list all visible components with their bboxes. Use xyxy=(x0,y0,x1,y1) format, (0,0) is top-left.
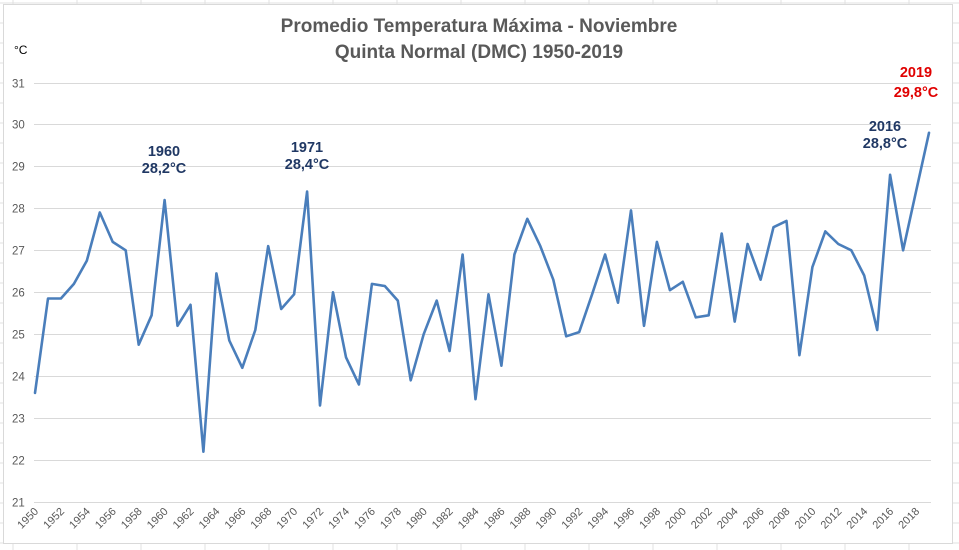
x-tick-label: 1968 xyxy=(249,506,275,532)
x-tick-label: 2000 xyxy=(663,506,689,532)
x-tick-label: 2008 xyxy=(767,506,793,532)
y-tick-label: 21 xyxy=(12,498,25,510)
y-tick-label: 27 xyxy=(12,246,25,258)
x-tick-label: 2014 xyxy=(845,506,871,532)
x-tick-label: 1986 xyxy=(482,506,508,532)
y-tick-label: 23 xyxy=(12,414,25,426)
x-tick-label: 1962 xyxy=(171,506,197,532)
x-tick-label: 1978 xyxy=(378,506,404,532)
y-tick-label: 22 xyxy=(12,456,25,468)
x-tick-label: 1988 xyxy=(508,506,534,532)
y-tick-label: 24 xyxy=(12,372,25,384)
x-tick-label: 2010 xyxy=(793,506,819,532)
y-axis-ticks: 21 22 23 24 25 26 27 28 29 30 31 xyxy=(12,79,25,510)
annotation-1971-value: 28,4°C xyxy=(285,157,330,173)
x-tick-label: 1954 xyxy=(67,506,93,532)
x-tick-label: 1966 xyxy=(223,506,249,532)
y-axis-unit-label: °C xyxy=(14,43,28,57)
x-tick-label: 1984 xyxy=(456,506,482,532)
chart-subtitle: Quinta Normal (DMC) 1950-2019 xyxy=(335,42,623,63)
y-tick-label: 25 xyxy=(12,330,25,342)
x-tick-label: 2006 xyxy=(741,506,767,532)
x-tick-label: 1964 xyxy=(197,506,223,532)
annotation-2016-year: 2016 xyxy=(869,119,901,135)
annotation-2019-year: 2019 xyxy=(900,65,932,81)
gridlines xyxy=(34,83,931,503)
x-tick-label: 1982 xyxy=(430,506,456,532)
x-tick-label: 1996 xyxy=(611,506,637,532)
y-tick-label: 26 xyxy=(12,288,25,300)
chart-area[interactable] xyxy=(3,4,953,544)
x-tick-label: 2018 xyxy=(896,506,922,532)
chart-title: Promedio Temperatura Máxima - Noviembre xyxy=(281,16,678,37)
x-tick-label: 1958 xyxy=(119,506,145,532)
x-tick-label: 1950 xyxy=(15,506,41,532)
x-tick-label: 1994 xyxy=(585,506,611,532)
annotation-2019-value: 29,8°C xyxy=(894,85,939,101)
x-tick-label: 2012 xyxy=(819,506,845,532)
annotation-1960-year: 1960 xyxy=(148,144,180,160)
x-tick-label: 1998 xyxy=(637,506,663,532)
y-tick-label: 31 xyxy=(12,79,25,91)
x-tick-label: 1972 xyxy=(300,506,326,532)
x-tick-label: 1990 xyxy=(534,506,560,532)
x-tick-label: 2004 xyxy=(715,506,741,532)
annotation-2016-value: 28,8°C xyxy=(863,136,908,152)
x-tick-label: 2016 xyxy=(870,506,896,532)
y-tick-label: 30 xyxy=(12,120,25,132)
annotation-1971-year: 1971 xyxy=(291,140,323,156)
annotations: 1960 28,2°C 1971 28,4°C 2016 28,8°C 2019… xyxy=(142,65,939,177)
x-tick-label: 2002 xyxy=(689,506,715,532)
x-tick-label: 1956 xyxy=(93,506,119,532)
x-tick-label: 1960 xyxy=(145,506,171,532)
series-line[interactable] xyxy=(33,131,931,454)
annotation-1960-value: 28,2°C xyxy=(142,161,187,177)
x-tick-label: 1976 xyxy=(352,506,378,532)
x-tick-label: 1952 xyxy=(41,506,67,532)
x-tick-label: 1980 xyxy=(404,506,430,532)
x-tick-label: 1974 xyxy=(326,506,352,532)
x-axis-ticks: 1950 1952 1954 1956 1958 1960 1962 1964 1966 1968… xyxy=(15,506,922,532)
x-tick-label: 1992 xyxy=(559,506,585,532)
y-tick-label: 28 xyxy=(12,204,25,216)
series-group xyxy=(33,131,931,454)
x-tick-label: 1970 xyxy=(274,506,300,532)
y-tick-label: 29 xyxy=(12,162,25,174)
